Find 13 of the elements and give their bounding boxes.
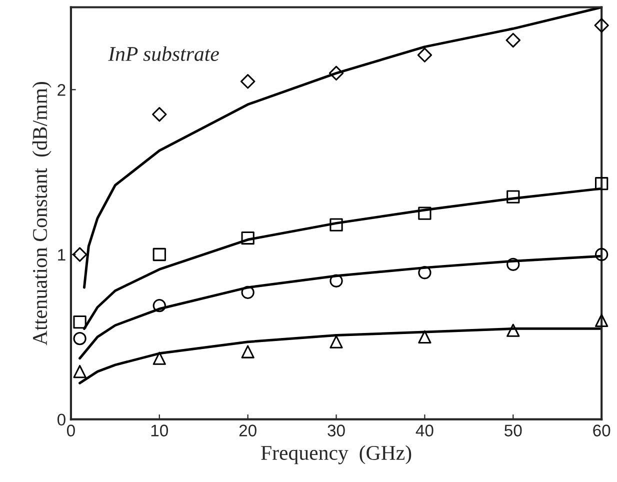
x-tick-label: 30	[328, 424, 345, 436]
y-tick-label: 1	[58, 249, 66, 261]
x-tick-label: 10	[151, 424, 168, 436]
x-tick-label: 50	[504, 424, 522, 436]
x-tick-label: 0	[66, 424, 75, 436]
y-tick-label: 0	[57, 414, 66, 426]
annotation: InP substrate	[108, 46, 219, 62]
y-tick-label: 2	[58, 84, 66, 96]
x-tick-label: 60	[593, 424, 610, 436]
x-tick-label: 20	[239, 424, 256, 436]
y-axis-title: Attenuation Constant (dB/mm)	[32, 82, 52, 346]
x-axis-title: Frequency (GHz)	[261, 445, 412, 464]
x-tick-label: 40	[416, 424, 434, 436]
